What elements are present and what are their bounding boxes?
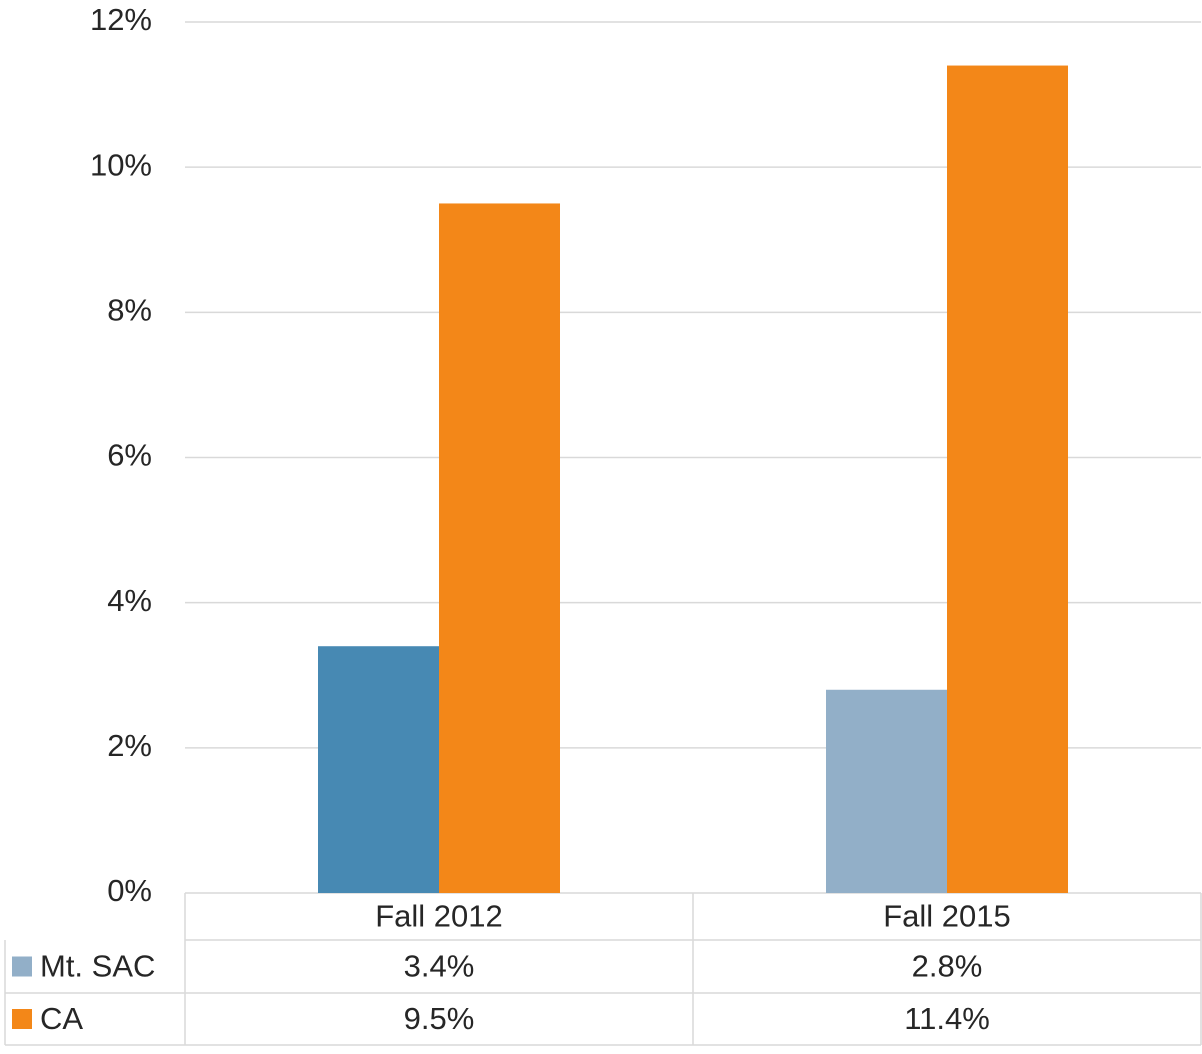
bar (439, 203, 560, 894)
bar (318, 646, 439, 893)
table-value: 2.8% (912, 949, 983, 984)
y-tick-label: 0% (107, 873, 152, 908)
bar (826, 689, 947, 893)
x-tick-label: Fall 2012 (375, 899, 503, 934)
y-tick-label: 4% (107, 583, 152, 618)
legend-swatch (12, 956, 32, 977)
y-tick-label: 12% (90, 2, 152, 37)
table-value: 9.5% (404, 1001, 475, 1036)
table-value: 11.4% (904, 1001, 990, 1036)
table-value: 3.4% (404, 949, 475, 984)
y-tick-label: 10% (90, 147, 152, 182)
y-tick-label: 8% (107, 293, 152, 328)
legend-swatch (12, 1009, 32, 1029)
legend-label: CA (40, 1001, 83, 1036)
y-tick-label: 6% (107, 438, 152, 473)
x-tick-label: Fall 2015 (883, 899, 1011, 934)
bar (947, 65, 1068, 894)
y-tick-label: 2% (107, 728, 152, 763)
legend-label: Mt. SAC (40, 949, 155, 984)
